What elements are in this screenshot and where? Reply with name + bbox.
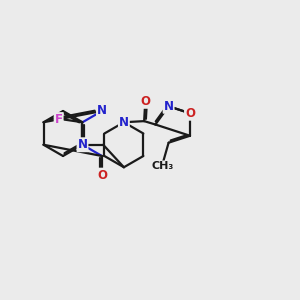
Text: N: N bbox=[164, 100, 174, 113]
Text: N: N bbox=[97, 104, 107, 118]
Text: N: N bbox=[77, 138, 88, 151]
Text: CH₃: CH₃ bbox=[152, 161, 174, 171]
Text: O: O bbox=[140, 95, 150, 108]
Text: O: O bbox=[185, 107, 195, 120]
Text: F: F bbox=[55, 113, 63, 126]
Text: O: O bbox=[97, 169, 107, 182]
Text: N: N bbox=[119, 116, 129, 129]
